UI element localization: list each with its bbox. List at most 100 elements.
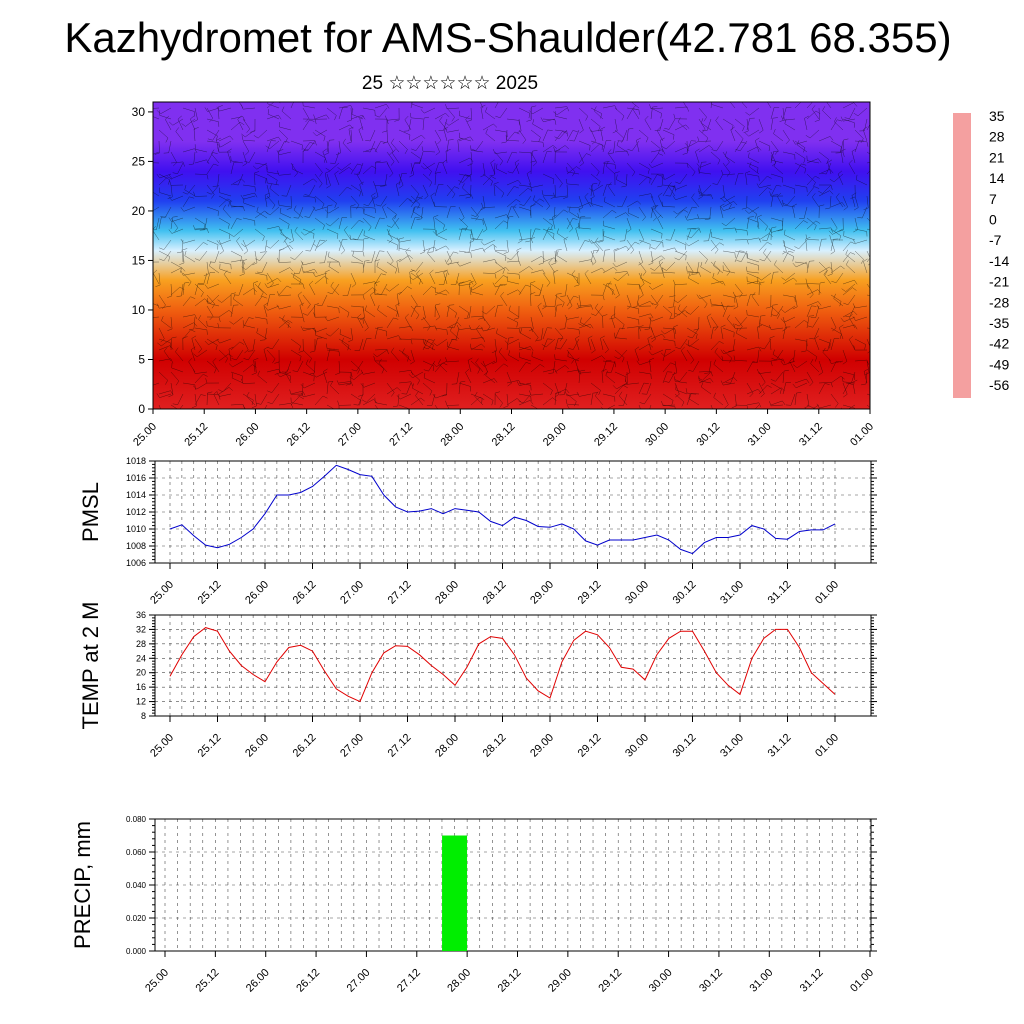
wind-barb: [448, 118, 460, 126]
wind-barb: [482, 259, 495, 263]
wind-barb-flag: [817, 301, 822, 306]
wind-barb: [626, 108, 634, 120]
wind-barb-flag: [782, 358, 786, 364]
wind-barb-flag: [415, 305, 421, 308]
wind-barb-flag: [720, 349, 724, 354]
wind-barb-flag: [616, 140, 619, 146]
wind-barb: [842, 349, 848, 362]
wind-barb-flag: [674, 379, 680, 382]
wind-barb-flag: [225, 358, 228, 363]
wind-barb: [434, 305, 441, 318]
wind-barb: [530, 129, 541, 138]
wind-barb: [482, 176, 492, 186]
wind-barb: [806, 305, 812, 318]
wind-barb: [280, 212, 292, 219]
wind-barb: [415, 261, 424, 272]
wind-barb-flag: [460, 217, 465, 222]
wind-barb: [730, 371, 736, 384]
wind-barb: [602, 360, 607, 373]
wind-barb-flag: [347, 312, 350, 318]
wind-barb-flag: [272, 204, 276, 210]
wind-barb: [796, 360, 808, 369]
wind-barb-flag: [373, 181, 376, 186]
wind-barb-flag: [260, 339, 266, 341]
wind-barb-flag: [704, 218, 710, 221]
wind-barb: [374, 349, 387, 351]
wind-barb-flag: [744, 209, 750, 214]
wind-barb: [542, 305, 555, 307]
wind-barb: [362, 217, 372, 227]
wind-barb: [362, 287, 373, 296]
wind-barb-flag: [408, 374, 413, 379]
wind-barb-flag: [241, 243, 246, 247]
wind-barb: [602, 393, 615, 397]
wind-barb: [686, 349, 695, 360]
wind-barb-flag: [637, 301, 640, 307]
colorbar-label: 0: [989, 212, 997, 228]
wind-barb: [522, 393, 532, 404]
wind-barb: [650, 206, 654, 219]
wind-barb-flag: [216, 135, 218, 141]
wind-barb-flag: [830, 251, 835, 255]
wind-barb-flag: [713, 95, 718, 96]
wind-barb: [203, 272, 208, 285]
wind-barb: [506, 131, 516, 142]
wind-barb-flag: [771, 358, 777, 361]
wind-barb: [518, 362, 527, 373]
wind-barb: [746, 173, 759, 177]
wind-barb-flag: [863, 207, 869, 210]
x-tick-label: 27.00: [345, 967, 373, 995]
wind-barb: [784, 305, 796, 313]
wind-barb-flag: [875, 159, 877, 164]
wind-barb: [518, 187, 529, 197]
wind-barb-flag: [267, 109, 270, 115]
wind-barb-flag: [163, 347, 168, 352]
wind-barb: [259, 250, 268, 261]
wind-barb: [267, 103, 280, 109]
wind-barb-flag: [611, 210, 617, 214]
wind-barb-flag: [854, 324, 858, 330]
wind-barb-flag: [540, 364, 545, 368]
wind-barb-flag: [470, 136, 474, 141]
wind-barb-flag: [265, 212, 271, 216]
wind-barb: [445, 151, 448, 164]
wind-barb-flag: [672, 195, 676, 200]
wind-barb: [754, 140, 760, 153]
wind-barb-flag: [577, 213, 580, 219]
wind-barb-flag: [703, 117, 707, 122]
wind-barb: [197, 349, 208, 358]
wind-barb-flag: [491, 176, 496, 180]
wind-barb-flag: [591, 349, 596, 354]
x-tick-label: 29.12: [576, 579, 604, 607]
wind-barb-flag: [772, 117, 778, 119]
x-tick-label: 29.00: [541, 421, 569, 449]
wind-barb-flag: [710, 194, 714, 200]
wind-barb-flag: [194, 258, 200, 261]
wind-barb: [830, 316, 837, 328]
wind-barb: [310, 239, 316, 252]
wind-barb-flag: [669, 185, 674, 188]
x-tick-label: 28.00: [433, 579, 461, 607]
wind-barb: [699, 172, 712, 175]
wind-barb: [770, 107, 775, 120]
wind-barb: [578, 294, 582, 307]
x-tick-label: 30.00: [623, 732, 651, 760]
wind-barb: [218, 135, 230, 142]
wind-barb-flag: [650, 373, 652, 380]
wind-barb-flag: [479, 396, 485, 400]
wind-barb-flag: [362, 318, 364, 324]
wind-barb: [271, 393, 280, 404]
wind-barb-flag: [578, 323, 583, 327]
wind-barb: [386, 140, 394, 152]
wind-barb-flag: [276, 372, 281, 378]
wind-barb: [746, 346, 759, 351]
wind-barb-flag: [873, 227, 876, 231]
wind-barb-flag: [805, 236, 811, 240]
wind-barb-flag: [294, 172, 298, 177]
wind-barb: [314, 338, 318, 351]
y-tick-label: 0.040: [126, 881, 147, 890]
wind-barb: [722, 261, 731, 272]
wind-barb-flag: [323, 136, 326, 142]
wind-barb-flag: [649, 357, 655, 361]
wind-barb-flag: [188, 281, 192, 287]
